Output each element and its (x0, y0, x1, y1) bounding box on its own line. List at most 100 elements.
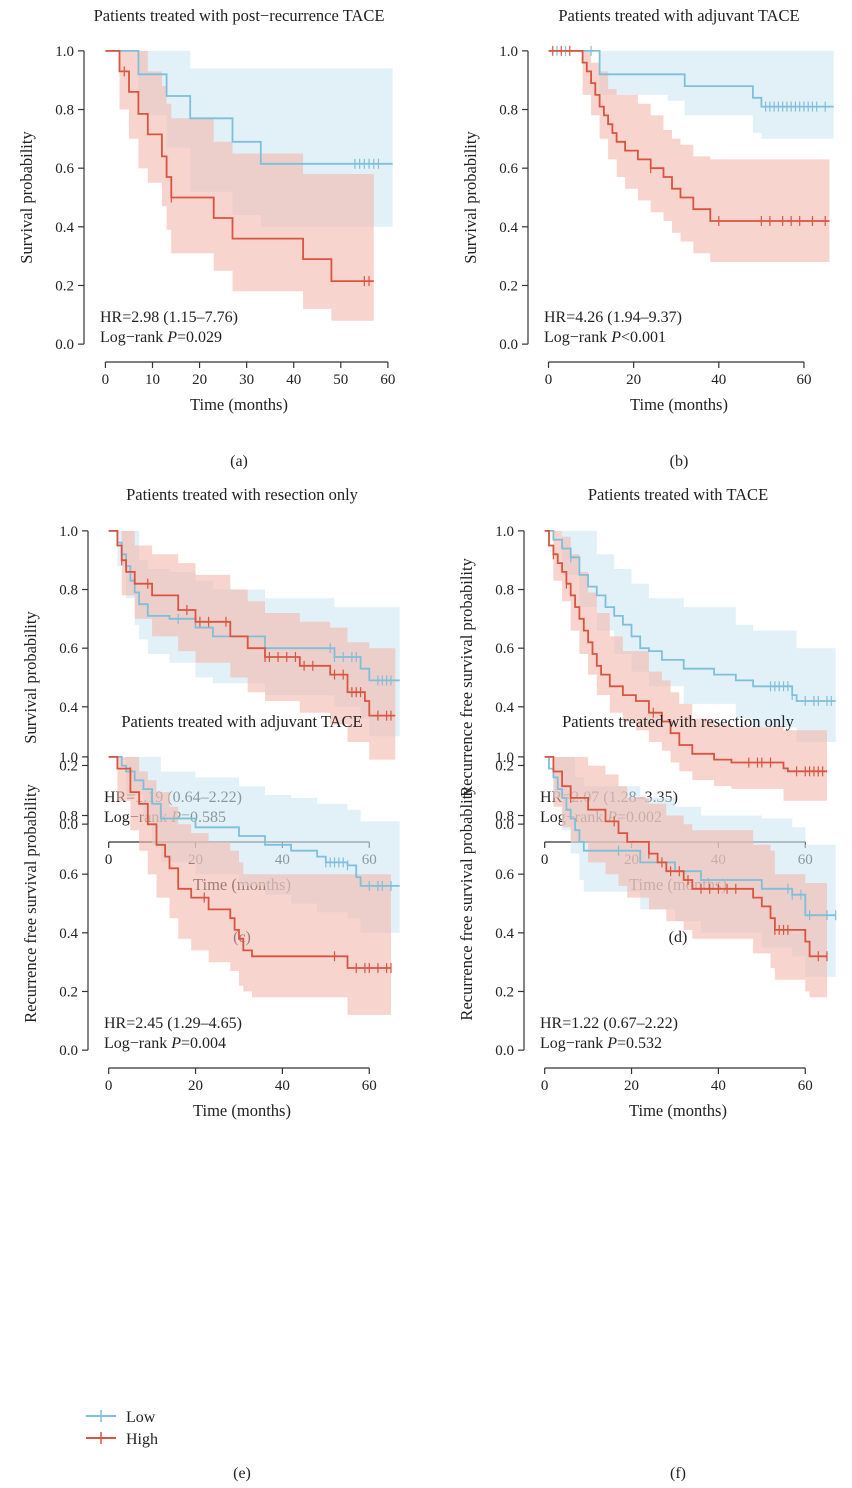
y-tick-label: 0.0 (495, 817, 514, 833)
y-tick-label: 0.0 (495, 1043, 514, 1059)
chart-title: Patients treated with post−recurrence TA… (94, 6, 385, 25)
x-tick-label: 30 (239, 372, 254, 388)
y-axis-label: Survival probability (17, 131, 36, 264)
y-tick-label: 0.2 (495, 758, 514, 774)
x-tick-label: 40 (275, 1078, 290, 1094)
x-axis-label: Time (months) (190, 395, 288, 414)
y-tick-label: 0.2 (495, 984, 514, 1000)
y-tick-label: 0.6 (499, 161, 518, 177)
chart-title: Patients treated with TACE (588, 485, 768, 504)
y-tick-label: 0.8 (59, 583, 78, 599)
y-tick-label: 1.0 (495, 524, 514, 540)
chart-panel-b: Patients treated with adjuvant TACE 0.0 0.… (461, 6, 834, 470)
survival-line-low (544, 530, 836, 702)
logrank-text: Log−rank P=0.532 (540, 1035, 662, 1052)
y-tick-label: 0.6 (59, 641, 78, 657)
panel-label: (f) (670, 1465, 686, 1482)
logrank-text: Log−rank P=0.029 (100, 329, 222, 346)
ci-band-high (544, 530, 827, 807)
ci-band-low (548, 50, 834, 139)
legend-low-label: Low (126, 1409, 156, 1426)
y-axis-label: Recurrence free survival probablity (457, 786, 476, 1021)
y-tick-label: 1.0 (499, 44, 518, 60)
chart-panel-a: Patients treated with post−recurrence TA… (17, 6, 395, 470)
y-tick-label: 0.4 (59, 700, 78, 716)
y-tick-label: 0.2 (59, 984, 78, 1000)
logrank-text: Log−rank P=0.004 (104, 1035, 226, 1052)
y-tick-label: 1.0 (495, 750, 514, 766)
survival-line-low (548, 50, 834, 108)
y-tick-label: 0.0 (55, 337, 74, 353)
y-tick-label: 0.6 (55, 161, 74, 177)
y-tick-label: 0.2 (59, 758, 78, 774)
y-tick-label: 0.4 (55, 220, 74, 236)
panel-label: (a) (230, 453, 248, 470)
chart-title: Patients treated with adjuvant TACE (121, 712, 362, 731)
x-tick-label: 40 (711, 1078, 726, 1094)
y-tick-label: 0.8 (59, 809, 78, 825)
y-tick-label: 0.0 (59, 817, 78, 833)
y-tick-label: 0.8 (495, 583, 514, 599)
y-axis-label: Recurrence free survival probability (21, 783, 40, 1022)
x-tick-label: 20 (192, 372, 207, 388)
legend-high-label: High (126, 1431, 158, 1448)
x-axis-label: Time (months) (193, 1101, 291, 1120)
x-tick-label: 0 (541, 852, 549, 868)
survival-line-low (105, 50, 393, 165)
x-tick-label: 60 (798, 1078, 813, 1094)
x-tick-label: 20 (626, 372, 641, 388)
chart-title: Patients treated with resection only (126, 485, 359, 504)
x-tick-label: 50 (333, 372, 348, 388)
panel-label: (e) (233, 1465, 251, 1482)
y-axis-label: Survival probability (21, 611, 40, 744)
hazard-ratio-text: HR=4.26 (1.94–9.37) (544, 309, 682, 326)
ci-band-low (544, 530, 836, 742)
panels: Patients treated with post−recurrence TA… (17, 6, 837, 1482)
y-tick-label: 0.4 (59, 926, 78, 942)
y-tick-label: 0.6 (59, 867, 78, 883)
hazard-ratio-text: HR=2.98 (1.15–7.76) (100, 309, 238, 326)
y-axis-label: Recurrence free survival probability (457, 557, 476, 796)
survival-line-high (105, 50, 374, 282)
x-axis-label: Time (months) (630, 395, 728, 414)
chart-title: Patients treated with resection only (562, 712, 795, 731)
y-tick-label: 1.0 (59, 524, 78, 540)
x-tick-label: 10 (145, 372, 160, 388)
x-tick-label: 40 (711, 372, 726, 388)
y-tick-label: 0.4 (495, 926, 514, 942)
survival-line-high (544, 530, 827, 773)
y-tick-label: 0.2 (499, 278, 518, 294)
x-tick-label: 0 (105, 852, 113, 868)
ci-band-high (548, 50, 830, 263)
y-tick-label: 0.8 (499, 103, 518, 119)
survival-line-high (548, 50, 830, 222)
logrank-text: Log−rank P<0.001 (544, 329, 666, 346)
x-tick-label: 60 (796, 372, 811, 388)
panel-label: (d) (669, 929, 688, 946)
x-tick-label: 0 (105, 1078, 113, 1094)
x-tick-label: 0 (541, 1078, 549, 1094)
y-tick-label: 0.2 (55, 278, 74, 294)
legend: Low High (86, 1409, 158, 1448)
y-tick-label: 0.8 (55, 103, 74, 119)
survival-line-low (544, 756, 836, 917)
y-axis-label: Survival probability (461, 131, 480, 264)
y-tick-label: 0.0 (499, 337, 518, 353)
y-tick-label: 0.0 (59, 1043, 78, 1059)
x-tick-label: 60 (380, 372, 395, 388)
hazard-ratio-text: HR=1.22 (0.67–2.22) (540, 1015, 678, 1032)
ci-band-high (105, 50, 374, 321)
y-tick-label: 0.4 (495, 700, 514, 716)
x-tick-label: 0 (545, 372, 553, 388)
chart-panel-f: Patients treated with resection only 0.0 0… (457, 712, 837, 1482)
x-tick-label: 20 (188, 1078, 203, 1094)
y-tick-label: 0.6 (495, 867, 514, 883)
panel-label: (b) (670, 453, 689, 470)
chart-title: Patients treated with adjuvant TACE (558, 6, 799, 25)
y-tick-label: 0.6 (495, 641, 514, 657)
ci-band-high (108, 756, 391, 1015)
survival-line-high (108, 530, 396, 717)
survival-line-high (108, 756, 391, 969)
x-tick-label: 60 (362, 1078, 377, 1094)
